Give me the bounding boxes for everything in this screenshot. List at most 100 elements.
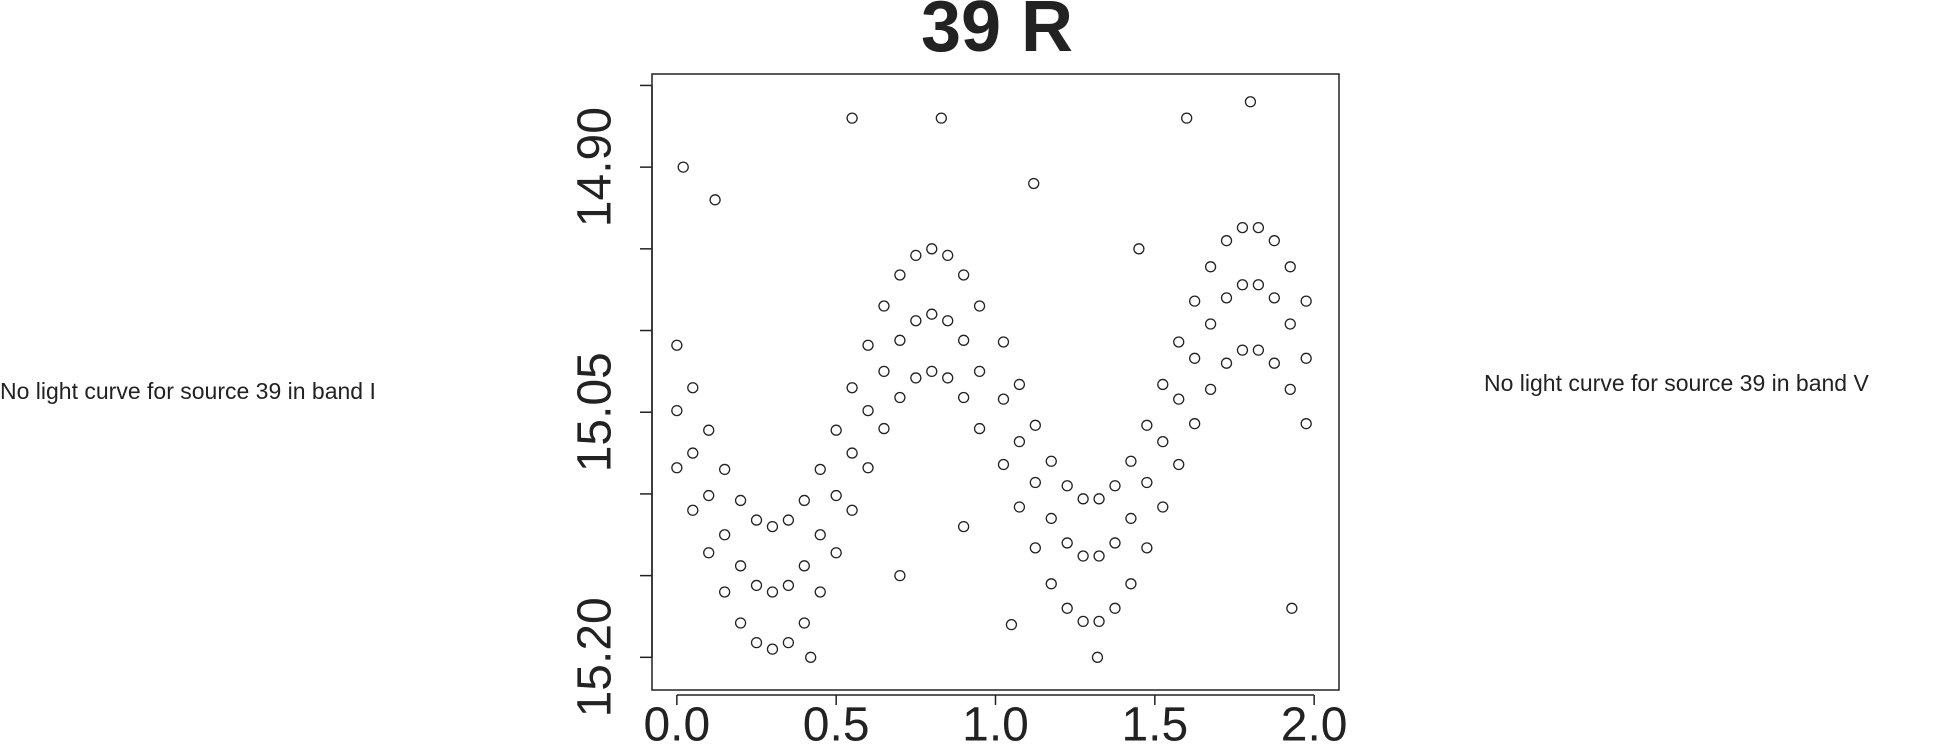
data-point [1284,318,1296,330]
data-point [709,194,721,206]
data-point [830,547,842,559]
data-point [1300,295,1312,307]
data-point [1028,177,1040,190]
data-point [894,269,906,281]
data-point [1268,357,1280,369]
data-point [878,300,890,312]
data-point [1300,418,1312,430]
data-point [703,489,715,502]
data-point [957,520,970,533]
data-point [782,636,795,649]
data-point [1109,480,1121,492]
data-point [1173,458,1185,471]
data-point [894,569,906,582]
data-point [687,382,699,394]
data-point [671,404,683,417]
data-point [798,494,810,507]
plot-frame [651,73,1340,691]
data-point [703,547,715,559]
data-point [1141,542,1153,554]
data-point [910,315,922,327]
data-point [1013,435,1026,448]
data-point [687,504,699,516]
data-point [782,579,795,592]
data-point [1157,435,1169,448]
data-point [894,334,906,346]
data-point [734,560,747,572]
data-point [846,504,858,516]
y-tick-label: 15.20 [569,597,622,717]
data-point [798,617,810,629]
data-point [1300,352,1312,364]
data-point [703,424,715,436]
data-point [1141,476,1153,489]
data-point [1091,651,1104,663]
data-point [1061,602,1073,614]
data-point [1252,221,1265,234]
data-point [1204,261,1217,273]
data-point [1005,618,1018,631]
data-point [766,520,779,533]
data-point [766,586,779,598]
x-tick-label: 1.5 [1121,699,1188,750]
x-tick-label: 2.0 [1281,699,1348,750]
data-point [926,243,938,255]
data-point [1189,418,1201,430]
data-point [957,269,970,281]
data-point [766,643,779,655]
data-point [1284,261,1296,273]
data-point [1029,476,1041,489]
chart-title: 39 R [921,0,1073,67]
data-point [750,636,763,649]
data-point [719,463,731,476]
data-point [1029,542,1041,554]
data-point [1181,112,1193,124]
data-point [1236,344,1249,356]
x-tick-label: 0.0 [643,699,710,750]
data-point [750,514,763,526]
data-point [798,560,810,572]
data-point [1125,578,1137,590]
data-point [1061,480,1073,492]
data-point [1029,419,1041,431]
data-point [671,462,683,474]
data-point [910,249,922,262]
data-point [926,365,938,378]
data-point [830,489,842,502]
data-point [1045,512,1057,525]
data-point [997,393,1010,405]
data-point [814,586,826,598]
x-tick-label: 1.0 [962,699,1029,750]
data-point [846,447,858,459]
data-point [862,404,874,417]
data-point [1220,357,1233,369]
y-tick-label: 14.90 [569,107,622,227]
data-point [1157,378,1169,391]
data-point [1077,615,1089,628]
missing-band-note: No light curve for source 39 in band I [0,378,376,404]
data-point [1125,455,1137,467]
y-tick-label: 15.05 [569,352,622,472]
x-tick-label: 0.5 [803,699,870,750]
data-point [1013,378,1026,391]
data-point [814,463,826,476]
data-point [677,161,689,173]
data-point [910,372,922,384]
data-point [814,529,826,541]
data-point [1045,455,1057,467]
data-point [1236,279,1249,291]
data-point [1173,336,1185,348]
data-point [719,529,731,541]
data-point [942,372,954,384]
data-point [1045,578,1057,590]
data-point [1204,318,1217,330]
data-point [1061,537,1073,549]
data-point [1189,352,1201,364]
data-point [1013,501,1026,513]
data-point [1093,550,1105,562]
data-point [734,494,747,507]
data-point [1286,602,1298,614]
data-point [1157,501,1169,513]
